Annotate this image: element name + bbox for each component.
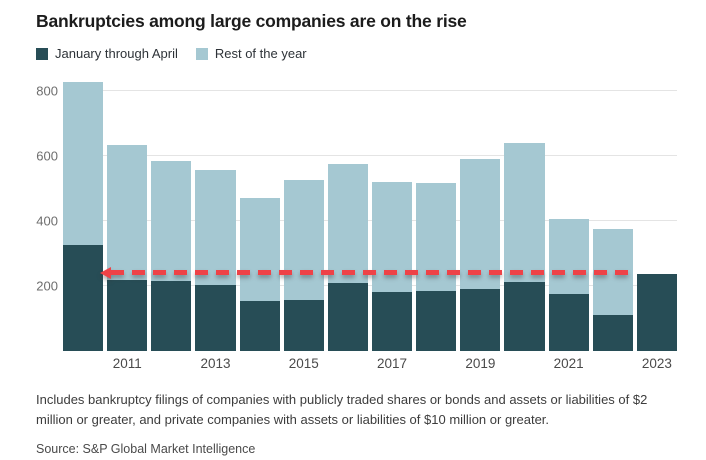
y-axis-tick-label: 800 (36, 83, 58, 99)
bar-segment-jan-through-april (416, 290, 457, 351)
bar-group-2022 (592, 78, 633, 351)
y-axis: 200 400 600 800 (36, 78, 63, 351)
bar-segment-rest-of-year (283, 180, 324, 301)
bar-group-2016 (327, 78, 368, 351)
x-axis-tick-label: 2015 (288, 356, 319, 371)
bar-segment-rest-of-year (107, 144, 148, 280)
chart-title: Bankruptcies among large companies are o… (36, 11, 467, 31)
legend-item: January through April (36, 46, 178, 61)
bar-segment-jan-through-april (636, 274, 677, 351)
trend-arrow (100, 266, 633, 279)
bar-segment-jan-through-april (460, 289, 501, 351)
x-axis-tick-label: 2019 (465, 356, 496, 371)
footnote: Includes bankruptcy filings of companies… (36, 392, 648, 427)
bar-segment-jan-through-april (371, 291, 413, 351)
x-axis-tick-label: 2013 (200, 356, 231, 371)
bar-group-2010 (63, 78, 104, 351)
legend: January through April Rest of the year (36, 46, 706, 61)
bar-group-2012 (151, 78, 192, 351)
x-axis-tick-label (328, 356, 368, 371)
bar-segment-jan-through-april (283, 300, 324, 351)
x-axis: 2011 2013 2015 2017 2019 2021 2023 (63, 356, 677, 371)
bar-segment-jan-through-april (504, 282, 545, 351)
bar-group-2017 (371, 78, 413, 351)
gridline (63, 90, 677, 91)
bar-group-2013 (195, 78, 236, 351)
bar-segment-rest-of-year (371, 182, 413, 292)
bar-segment-jan-through-april (239, 300, 280, 351)
gridline (63, 285, 677, 286)
gridline (63, 220, 677, 221)
bar-segment-rest-of-year (195, 169, 236, 286)
bar-group-2019 (460, 78, 501, 351)
bar-group-2018 (416, 78, 457, 351)
legend-item: Rest of the year (195, 46, 307, 61)
bar-group-2021 (548, 78, 589, 351)
x-axis-tick-label (240, 356, 280, 371)
bar-segment-rest-of-year (327, 163, 368, 283)
bar-segment-jan-through-april (63, 245, 104, 351)
arrowhead-icon (100, 266, 111, 279)
bar-segment-rest-of-year (63, 81, 104, 246)
bar-segment-rest-of-year (151, 160, 192, 282)
x-axis-tick-label (63, 356, 103, 371)
bar-segment-jan-through-april (151, 281, 192, 351)
bar-segment-rest-of-year (460, 159, 501, 290)
legend-label: January through April (55, 46, 178, 61)
y-axis-tick-label: 200 (36, 278, 58, 294)
y-axis-tick-label: 600 (36, 148, 58, 164)
bar-segment-jan-through-april (592, 315, 633, 351)
x-axis-tick-label (593, 356, 633, 371)
bar-segment-rest-of-year (548, 219, 589, 294)
bar-segment-rest-of-year (239, 197, 280, 301)
arrow-dashes (111, 270, 633, 275)
bar-segment-jan-through-april (548, 293, 589, 351)
bar-group-2023 (636, 78, 677, 351)
x-axis-tick-label: 2021 (553, 356, 584, 371)
x-axis-tick-label: 2023 (641, 356, 672, 371)
x-axis-tick-label (151, 356, 191, 371)
bar-segment-jan-through-april (195, 285, 236, 351)
legend-label: Rest of the year (214, 46, 307, 61)
bars-container (63, 78, 677, 351)
source-line: Source: S&P Global Market Intelligence (36, 442, 256, 456)
bar-segment-jan-through-april (327, 282, 368, 351)
y-axis-tick-label: 400 (36, 213, 58, 229)
gridline (63, 155, 677, 156)
x-axis-tick-label: 2011 (112, 356, 142, 371)
x-axis-tick-label: 2017 (377, 356, 408, 371)
legend-swatch-icon (195, 47, 208, 60)
x-axis-tick-label (416, 356, 456, 371)
chart-area: 200 400 600 800 (36, 78, 706, 351)
bar-segment-rest-of-year (504, 143, 545, 283)
bar-group-2020 (504, 78, 545, 351)
legend-swatch-icon (36, 47, 48, 60)
bar-group-2015 (283, 78, 324, 351)
bar-group-2011 (107, 78, 148, 351)
x-axis-tick-label (504, 356, 544, 371)
bar-group-2014 (239, 78, 280, 351)
plot-area (63, 78, 677, 351)
bar-segment-jan-through-april (107, 279, 148, 351)
